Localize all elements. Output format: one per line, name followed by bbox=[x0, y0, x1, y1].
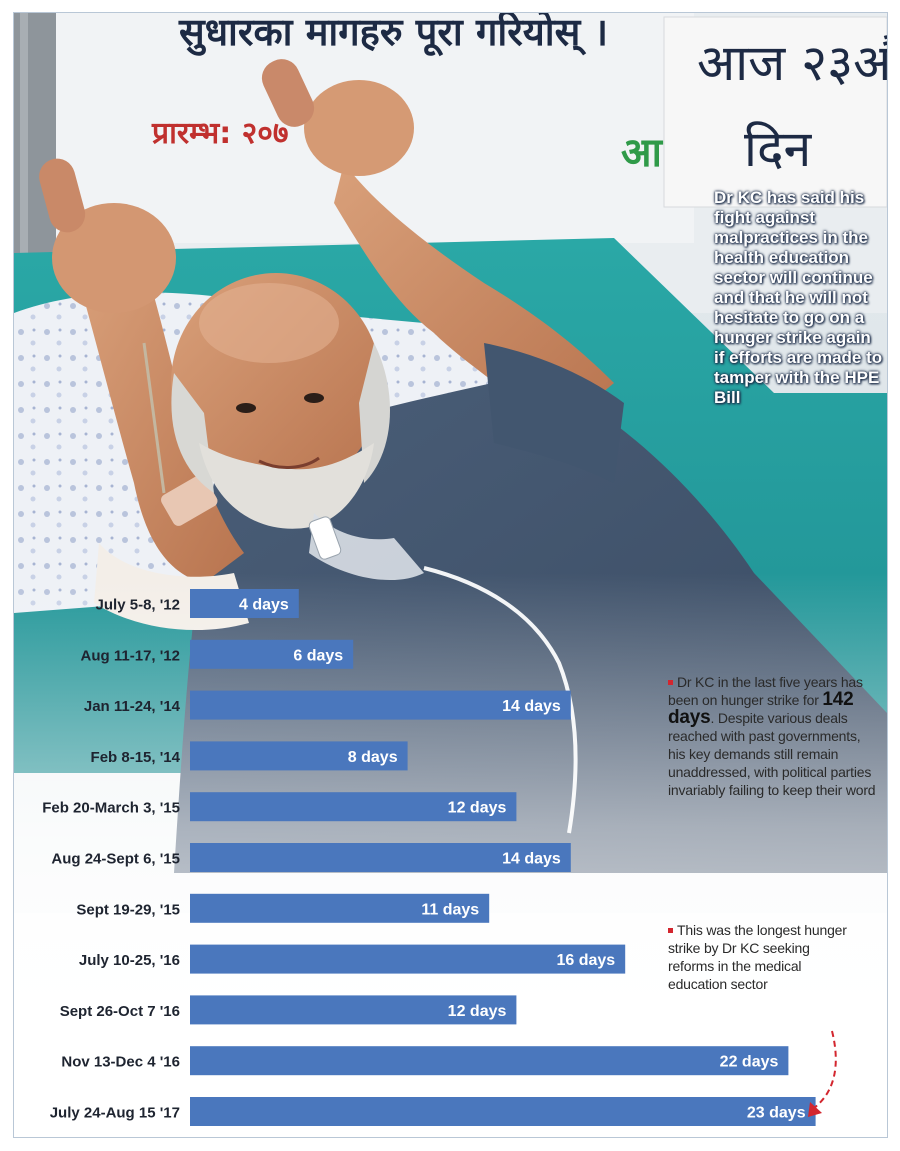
category-label-9: Nov 13-Dec 4 '16 bbox=[61, 1054, 180, 1071]
quote-text: Dr KC has said his fight against malprac… bbox=[714, 188, 883, 407]
category-label-1: Aug 11-17, '12 bbox=[81, 647, 180, 664]
category-label-6: Sept 19-29, '15 bbox=[76, 901, 180, 918]
summary-note-text-before: Dr KC in the last five years has been on… bbox=[668, 674, 863, 708]
value-label-2: 14 days bbox=[502, 698, 561, 715]
bar-5 bbox=[190, 843, 571, 872]
value-label-3: 8 days bbox=[348, 749, 398, 766]
value-label-4: 12 days bbox=[448, 800, 507, 817]
category-label-2: Jan 11-24, '14 bbox=[84, 698, 181, 715]
summary-note-text-after: . Despite various deals reached with pas… bbox=[668, 710, 876, 798]
value-label-0: 4 days bbox=[239, 597, 289, 614]
highlight-arrow bbox=[813, 1030, 837, 1109]
longest-strike-note: This was the longest hunger strike by Dr… bbox=[668, 921, 848, 993]
category-label-3: Feb 8-15, '14 bbox=[91, 749, 181, 766]
category-label-0: July 5-8, '12 bbox=[96, 597, 180, 614]
banner-start-text: प्रारम्भ: २०७ bbox=[152, 116, 289, 151]
bar-1 bbox=[190, 639, 354, 669]
red-bullet-icon bbox=[668, 680, 673, 685]
summary-note: Dr KC in the last five years has been on… bbox=[668, 673, 878, 799]
day-count-sign-line2: दिन bbox=[744, 120, 812, 178]
value-label-1: 6 days bbox=[293, 647, 343, 664]
bar-0 bbox=[190, 589, 299, 618]
value-label-10: 23 days bbox=[747, 1105, 806, 1122]
bar-2 bbox=[190, 690, 571, 720]
summary-note-highlight: 142 days bbox=[668, 689, 854, 728]
value-label-5: 14 days bbox=[502, 851, 561, 868]
value-label-8: 12 days bbox=[448, 1003, 507, 1020]
category-label-5: Aug 24-Sept 6, '15 bbox=[51, 851, 180, 868]
bar-10 bbox=[190, 1097, 816, 1126]
bar-6 bbox=[190, 893, 490, 923]
value-label-9: 22 days bbox=[720, 1054, 779, 1071]
value-label-7: 16 days bbox=[556, 952, 615, 969]
red-bullet-icon bbox=[668, 928, 673, 933]
category-label-4: Feb 20-March 3, '15 bbox=[42, 800, 180, 817]
bar-4 bbox=[190, 792, 517, 822]
longest-strike-note-text: This was the longest hunger strike by Dr… bbox=[668, 922, 847, 992]
day-count-sign-line1: आज २३औं bbox=[697, 34, 888, 92]
infographic-frame: सुधारका मागहरु पूरा गरियोस् । प्रारम्भ: … bbox=[13, 12, 888, 1138]
bar-8 bbox=[190, 995, 517, 1025]
hunger-strike-bar-chart: July 5-8, '12 4 days Aug 11-17, '12 6 days J… bbox=[42, 589, 837, 1126]
category-label-10: July 24-Aug 15 '17 bbox=[50, 1105, 180, 1122]
banner-top-text: सुधारका मागहरु पूरा गरियोस् । bbox=[179, 12, 608, 54]
highlight-arrowhead bbox=[808, 1102, 822, 1117]
value-label-6: 11 days bbox=[421, 901, 479, 918]
bar-9 bbox=[190, 1046, 789, 1076]
bar-7 bbox=[190, 944, 626, 974]
category-label-8: Sept 26-Oct 7 '16 bbox=[60, 1003, 180, 1020]
bar-3 bbox=[190, 741, 408, 771]
category-label-7: July 10-25, '16 bbox=[79, 952, 180, 969]
banner-green-text: आ bbox=[621, 130, 662, 176]
